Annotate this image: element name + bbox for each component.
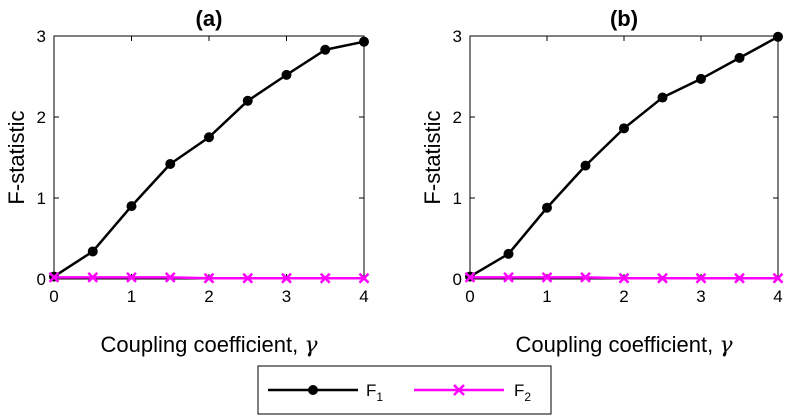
- x-axis-label-symbol: γ: [304, 333, 318, 358]
- data-point-f1: [165, 158, 176, 169]
- data-point-f2: [734, 272, 745, 284]
- data-point-f2: [618, 272, 630, 284]
- legend: F1 F2: [257, 365, 552, 415]
- data-point-f1: [204, 132, 214, 143]
- x-axis-label-text: Coupling coefficient,: [516, 332, 720, 357]
- x-axis-label: Coupling coefficient, γ: [516, 332, 734, 358]
- data-point-f1: [734, 52, 745, 63]
- legend-marker-f2: [453, 384, 465, 396]
- y-axis-label: F-statistic: [4, 110, 29, 204]
- y-axis-label: F-statistic: [420, 110, 445, 204]
- x-tick-label: 3: [696, 287, 705, 306]
- data-point-f1: [773, 31, 783, 42]
- x-tick-label: 0: [49, 287, 58, 306]
- data-point-f1: [580, 160, 591, 171]
- data-point-f2: [126, 271, 137, 283]
- x-axis-label: Coupling coefficient, γ: [101, 332, 319, 358]
- data-point-f1: [242, 95, 253, 106]
- data-point-f2: [464, 271, 476, 283]
- data-point-f2: [87, 271, 99, 283]
- data-point-f2: [772, 272, 784, 284]
- x-tick-label: 4: [773, 287, 782, 306]
- x-axis-label-symbol: γ: [719, 333, 733, 358]
- x-tick-label: 1: [542, 287, 551, 306]
- data-point-f1: [619, 123, 629, 134]
- legend-label-f1: F1: [366, 381, 383, 404]
- data-point-f1: [126, 201, 137, 212]
- x-tick-label: 2: [619, 287, 628, 306]
- data-point-f1: [503, 248, 514, 259]
- data-point-f1: [281, 69, 292, 80]
- data-point-f1: [87, 246, 98, 257]
- axes-box: [469, 35, 779, 280]
- data-point-f2: [580, 271, 591, 283]
- x-tick-label: 4: [359, 287, 368, 306]
- panel-a: 0 1 2 3 4 0 1 2 3 (a) Coupling coefficient, γ F-sta…: [4, 6, 370, 358]
- data-point-f2: [281, 272, 292, 284]
- data-point-f1: [542, 202, 552, 213]
- legend-label-f2: F2: [514, 381, 531, 404]
- data-point-f2: [657, 272, 668, 284]
- x-tick-label: 3: [282, 287, 291, 306]
- legend-marker-f1: [308, 385, 318, 395]
- chart-title: (b): [610, 6, 638, 31]
- panel-b: 0 1 2 3 4 0 1 2 3 (b) Coupling coefficient, γ F-sta…: [420, 6, 784, 358]
- data-point-f2: [203, 272, 215, 284]
- data-point-f2: [242, 272, 254, 284]
- x-tick-label: 1: [127, 287, 136, 306]
- x-tick-label: 2: [204, 287, 213, 306]
- data-point-f2: [358, 272, 370, 284]
- y-tick-label: 3: [453, 27, 462, 46]
- y-tick-label: 0: [453, 270, 462, 289]
- data-point-f2: [541, 271, 553, 283]
- data-point-f2: [164, 271, 176, 283]
- x-axis-label-text: Coupling coefficient,: [101, 332, 305, 357]
- y-tick-label: 0: [37, 270, 46, 289]
- y-tick-label: 3: [37, 27, 46, 46]
- data-point-f2: [695, 272, 707, 284]
- data-point-f1: [320, 44, 331, 55]
- data-point-f1: [696, 73, 706, 84]
- series-line-f1: [469, 35, 779, 278]
- y-tick-label: 2: [453, 108, 462, 127]
- y-tick-label: 1: [37, 189, 46, 208]
- y-tick-label: 1: [453, 189, 462, 208]
- data-point-f1: [657, 92, 668, 103]
- y-tick-label: 2: [37, 108, 46, 127]
- data-point-f2: [319, 272, 331, 284]
- data-point-f1: [359, 36, 369, 47]
- data-point-f2: [48, 271, 60, 283]
- chart-title: (a): [196, 6, 223, 31]
- x-tick-label: 0: [465, 287, 474, 306]
- data-point-f2: [503, 271, 514, 283]
- series-line-f1: [53, 40, 365, 278]
